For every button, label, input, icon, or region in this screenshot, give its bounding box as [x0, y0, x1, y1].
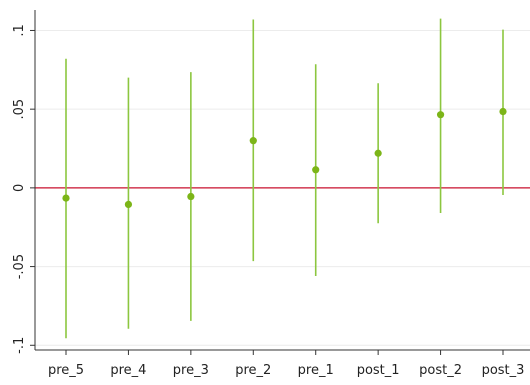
y-tick-label-2: 0 — [12, 184, 27, 192]
x-tick-label-pre_4: pre_4 — [110, 363, 146, 378]
confidence-intervals — [65, 18, 504, 339]
x-tick-label-post_1: post_1 — [357, 363, 400, 378]
x-axis-ticks: pre_5 pre_4 pre_3 pre_2 pre_1 post_1 post_2 pos… — [48, 350, 524, 378]
x-tick-label-pre_5: pre_5 — [48, 363, 84, 378]
y-axis-ticks: .1 .05 0 -.05 -.1 — [12, 24, 35, 354]
point-estimate-post_3 — [499, 107, 507, 116]
point-estimate-post_1 — [374, 149, 382, 157]
point-estimate-post_2 — [436, 111, 445, 119]
y-tick-label-4: -.1 — [12, 337, 27, 354]
point-estimate-pre_4 — [124, 200, 133, 208]
y-tick-label-3: -.05 — [12, 254, 27, 279]
x-tick-label-post_3: post_3 — [482, 363, 525, 378]
x-tick-label-pre_2: pre_2 — [235, 363, 271, 378]
x-tick-label-pre_3: pre_3 — [173, 363, 209, 378]
point-estimates — [62, 107, 507, 208]
x-tick-label-post_2: post_2 — [419, 363, 462, 378]
x-tick-label-pre_1: pre_1 — [298, 363, 334, 378]
gridlines — [35, 29, 530, 346]
point-estimate-pre_5 — [62, 194, 70, 202]
point-estimate-pre_1 — [312, 166, 320, 174]
y-tick-label-1: .05 — [12, 99, 27, 120]
point-estimate-pre_2 — [249, 137, 257, 145]
axes — [34, 10, 530, 351]
y-tick-label-0: .1 — [12, 24, 27, 36]
point-estimate-pre_3 — [187, 192, 195, 201]
